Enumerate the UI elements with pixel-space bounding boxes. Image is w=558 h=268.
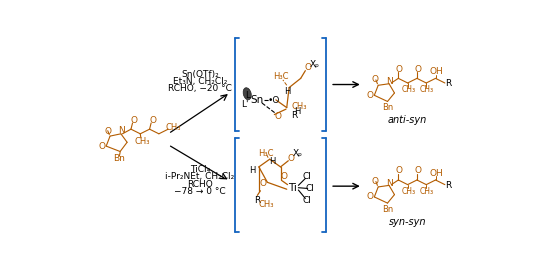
Text: TiCl₄: TiCl₄ [190,165,210,174]
Text: H: H [285,87,291,96]
Text: CH₃: CH₃ [134,137,150,146]
Text: anti-syn: anti-syn [388,115,427,125]
Text: OH: OH [430,169,443,178]
Text: O: O [414,166,421,175]
Text: CH₃: CH₃ [291,102,307,111]
Text: O: O [304,63,311,72]
Text: O: O [281,172,288,181]
Text: CH₃: CH₃ [259,200,275,209]
Text: O: O [275,112,282,121]
Text: H: H [249,166,256,175]
Text: R: R [254,196,261,204]
Text: RCHO: RCHO [187,180,213,189]
Text: Bn: Bn [113,154,126,163]
Text: O: O [367,192,374,202]
Text: Xₚ: Xₚ [310,60,320,69]
Text: O: O [259,179,266,188]
Text: O: O [149,116,156,125]
Text: R: R [446,79,452,88]
Text: L: L [246,91,251,100]
Text: Et₃N, CH₂Cl₂: Et₃N, CH₂Cl₂ [173,77,227,86]
Text: O: O [288,154,295,163]
Text: Bn: Bn [382,103,393,112]
Text: Cl: Cl [302,172,311,181]
Text: •O: •O [267,96,280,105]
Text: N: N [387,178,393,188]
Text: H: H [269,157,275,166]
Text: O: O [372,177,378,186]
Text: R: R [291,111,297,120]
Text: O: O [372,75,378,84]
Text: Sn: Sn [251,95,264,105]
Text: CH₃: CH₃ [401,85,416,94]
Ellipse shape [243,88,251,100]
Text: Cl: Cl [302,196,311,204]
Text: N: N [387,77,393,86]
Text: CH₃: CH₃ [166,123,181,132]
Text: R: R [446,181,452,190]
Text: RCHO, −20 °C: RCHO, −20 °C [168,84,232,93]
Text: Sn(OTf)₂: Sn(OTf)₂ [181,70,219,79]
Text: H₃C: H₃C [273,72,289,81]
Text: Xₚ: Xₚ [292,149,302,158]
Text: O: O [396,166,403,175]
Text: O: O [414,65,421,74]
Text: H₃C: H₃C [258,148,273,158]
Text: Ti: Ti [288,183,297,193]
Text: −78 → 0 °C: −78 → 0 °C [174,187,226,196]
Text: O: O [99,142,106,151]
Text: O: O [367,91,374,100]
Text: i-Pr₂NEt, CH₂Cl₂: i-Pr₂NEt, CH₂Cl₂ [165,172,234,181]
Text: H: H [295,107,301,116]
Text: O: O [131,116,138,125]
Text: O: O [104,127,111,136]
Text: OH: OH [430,67,443,76]
Text: syn-syn: syn-syn [389,217,426,226]
Text: CH₃: CH₃ [401,187,416,196]
Text: N: N [118,126,125,135]
Text: O: O [396,65,403,74]
Text: Cl: Cl [306,184,315,193]
Text: L': L' [241,100,249,109]
Text: CH₃: CH₃ [420,85,434,94]
Text: CH₃: CH₃ [420,187,434,196]
Text: Bn: Bn [382,205,393,214]
